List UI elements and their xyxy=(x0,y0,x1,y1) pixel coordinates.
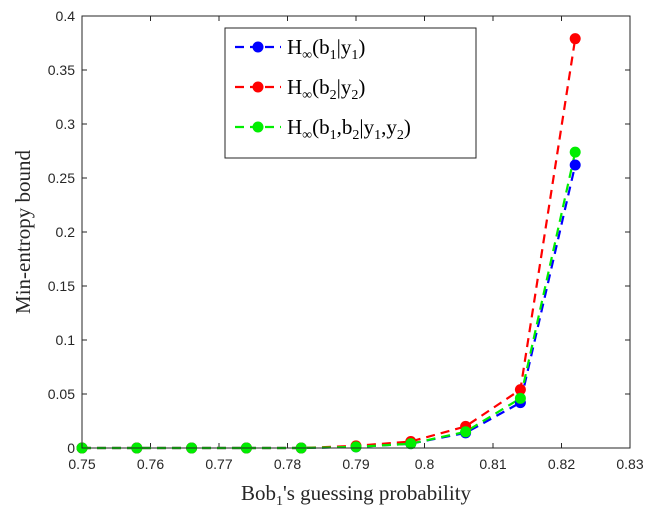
y-tick-label: 0.15 xyxy=(48,278,75,294)
data-point-series-3 xyxy=(514,392,526,404)
legend-marker-3 xyxy=(252,121,264,133)
y-tick-label: 0.1 xyxy=(56,332,76,348)
plot-frame xyxy=(81,15,631,449)
x-tick-label: 0.77 xyxy=(205,456,232,472)
x-tick-label: 0.75 xyxy=(68,456,95,472)
y-axis-label: Min-entropy bound xyxy=(11,150,35,314)
y-tick-label: 0.25 xyxy=(48,170,75,186)
x-tick-label: 0.8 xyxy=(415,456,435,472)
data-point-series-3 xyxy=(405,438,417,450)
x-tick-label: 0.81 xyxy=(479,456,506,472)
y-tick-label: 0.3 xyxy=(56,116,76,132)
data-point-series-2 xyxy=(569,33,581,45)
data-point-series-1 xyxy=(569,159,581,171)
data-point-series-2 xyxy=(514,384,526,396)
x-tick-label: 0.82 xyxy=(548,456,575,472)
legend-label-2: H∞(b2|y2) xyxy=(287,75,365,103)
legend-label-3: H∞(b1,b2|y1,y2) xyxy=(287,115,411,143)
y-tick-label: 0.35 xyxy=(48,62,75,78)
y-tick-label: 0 xyxy=(67,440,75,456)
data-point-series-3 xyxy=(350,441,362,453)
legend-box xyxy=(224,27,477,159)
y-tick-label: 0.2 xyxy=(56,224,76,240)
data-point-series-3 xyxy=(569,146,581,158)
legend-label-1: H∞(b1|y1) xyxy=(287,35,365,63)
x-tick-label: 0.83 xyxy=(616,456,643,472)
data-point-series-3 xyxy=(460,426,472,438)
x-axis-label: Bob1's guessing probability xyxy=(241,481,472,509)
x-tick-label: 0.76 xyxy=(137,456,164,472)
x-tick-label: 0.78 xyxy=(274,456,301,472)
legend-marker-1 xyxy=(252,41,264,53)
y-tick-label: 0.4 xyxy=(56,8,76,24)
legend-marker-2 xyxy=(252,81,264,93)
x-tick-label: 0.79 xyxy=(342,456,369,472)
y-tick-label: 0.05 xyxy=(48,386,75,402)
